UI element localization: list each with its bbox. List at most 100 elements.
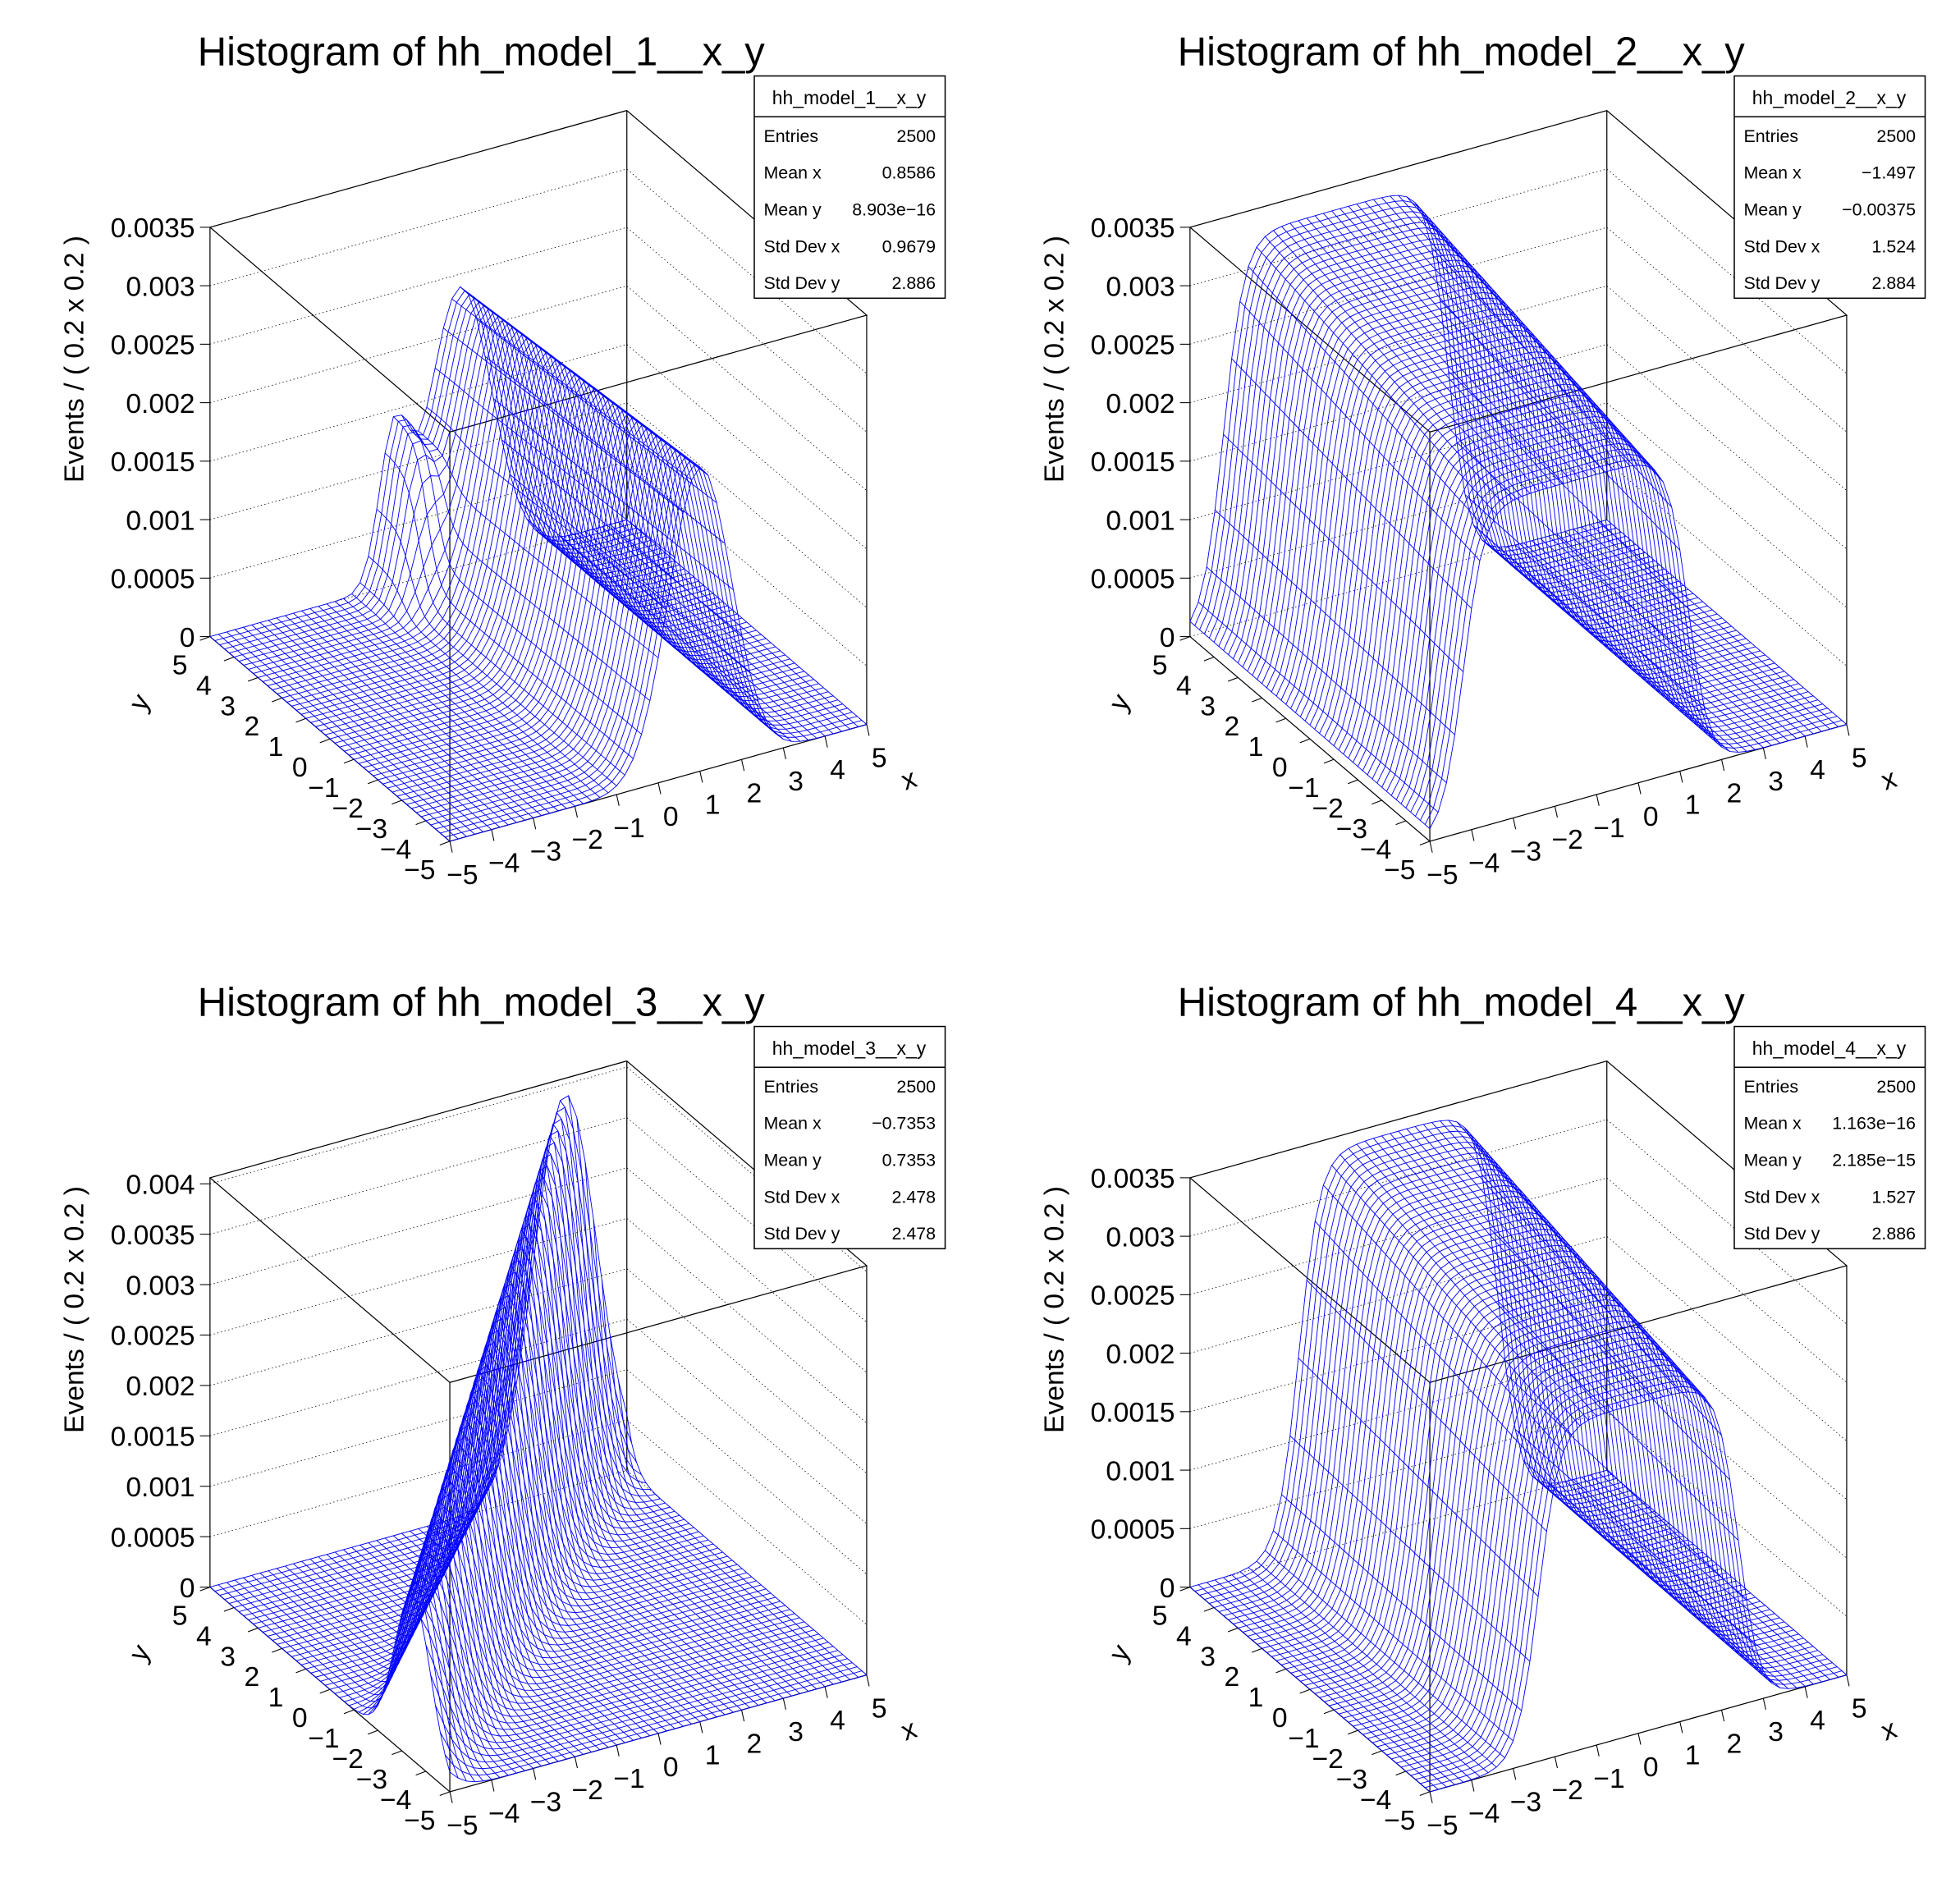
surface-mesh-line-y [285, 615, 525, 821]
surface-mesh-line-y [526, 1147, 767, 1704]
surface-mesh-line-y [1422, 217, 1664, 483]
y-tick [319, 738, 331, 744]
surface-mesh-line-y [226, 1569, 467, 1782]
surface-mesh-line-y [451, 1253, 692, 1725]
surface-mesh-line-x [325, 373, 743, 735]
surface-mesh-line-y [526, 519, 767, 722]
surface-mesh-line-y [1598, 1472, 1839, 1678]
stats-value: 0.7353 [882, 1151, 936, 1170]
y-tick-label: 0 [1272, 1703, 1288, 1734]
stats-value: −0.7353 [872, 1114, 936, 1134]
y-tick [343, 758, 355, 764]
x-tick-label: 5 [872, 1694, 887, 1725]
stats-label: Std Dev y [1743, 273, 1820, 293]
y-axis-title: y [123, 689, 157, 716]
z-tick-label: 0.0005 [111, 1523, 195, 1553]
surface-mesh-line-y [1398, 1130, 1639, 1404]
surface-mesh-line-y [510, 474, 750, 673]
surface-mesh-line-y [235, 629, 475, 835]
y-tick-label: −3 [356, 1765, 387, 1795]
y-tick [295, 717, 306, 723]
y-tick-label: −2 [332, 1744, 364, 1775]
surface-mesh-line-y [326, 1428, 567, 1760]
y-tick-label: 1 [268, 1683, 284, 1713]
stats-label: Mean x [1743, 1114, 1801, 1134]
surface-mesh-line-y [1506, 1374, 1747, 1601]
y-tick [272, 1647, 282, 1653]
x-tick-label: 4 [830, 1706, 845, 1736]
surface-mesh-line-y [401, 415, 642, 735]
surface-mesh-line-y [1314, 1221, 1555, 1482]
chart-title: Histogram of hh_model_3__x_y [198, 981, 765, 1025]
surface-mesh-line-y [510, 1170, 750, 1708]
surface-mesh-line-y [593, 1219, 834, 1685]
surface-mesh-line-y [1431, 1122, 1673, 1395]
surface-mesh-line-y [576, 1117, 817, 1690]
surface-mesh-line-y [1556, 534, 1797, 740]
surface-mesh-line-y [1273, 1530, 1514, 1742]
surface-mesh-line-y [1606, 519, 1848, 725]
chart-title: Histogram of hh_model_1__x_y [198, 30, 765, 75]
surface-mesh-line-y [1381, 1135, 1622, 1409]
x-tick-label: 3 [788, 767, 804, 797]
surface-mesh-line-y [1256, 246, 1497, 515]
histogram-panel-2: Histogram of hh_model_2__x_y 0 0.0005 0.001… [980, 0, 1960, 950]
y-tick [1395, 820, 1407, 826]
x-tick-label: 2 [1726, 778, 1742, 808]
surface-mesh-line-y [434, 368, 675, 558]
surface-mesh-line-y [618, 1381, 859, 1678]
y-tick [247, 1627, 259, 1633]
stats-value: 0.9679 [882, 236, 936, 256]
x-tick [533, 818, 537, 830]
z-tick-label: 0.0015 [1091, 1398, 1175, 1428]
x-tick-label: −3 [1510, 1787, 1541, 1817]
grid-line [209, 227, 868, 433]
surface-mesh-line-x [411, 1588, 829, 1730]
surface-mesh-line-y [318, 1441, 559, 1762]
surface-mesh-line-y [318, 606, 559, 812]
surface-mesh-line-y [1481, 1174, 1722, 1436]
y-tick-label: −1 [1288, 773, 1319, 804]
surface-mesh-line-y [1540, 1482, 1780, 1688]
y-tick-label: −4 [380, 1785, 411, 1816]
surface-mesh-line-y [1472, 1143, 1714, 1410]
surface-mesh-line-y [1231, 1574, 1472, 1780]
z-tick-label: 0.002 [126, 389, 195, 419]
x-tick-label: 0 [1643, 1752, 1659, 1783]
z-tick-label: 0.002 [1106, 389, 1175, 419]
surface-mesh-line-y [551, 536, 792, 742]
x-axis-title: x [1877, 763, 1901, 797]
y-tick-label: −5 [1384, 855, 1415, 886]
grid-line [1189, 285, 1848, 491]
x-tick-label: −4 [1468, 849, 1500, 879]
surface-mesh-line-x [258, 322, 675, 678]
stats-value: 8.903e−16 [852, 200, 936, 220]
surface-mesh-line-x [295, 350, 714, 711]
surface-mesh-line-y [492, 398, 734, 590]
surface-mesh-line-y [268, 620, 509, 826]
surface-mesh-line-y [1548, 535, 1789, 741]
surface-mesh-line-y [1390, 195, 1631, 467]
surface-mesh-line-y [601, 1280, 842, 1683]
surface-mesh-line-y [1564, 531, 1806, 737]
y-tick-label: 1 [268, 732, 284, 763]
y-tick-label: 5 [172, 650, 188, 680]
y-tick [199, 1587, 211, 1592]
stats-box-title: hh_model_2__x_y [1752, 87, 1907, 108]
z-axis-title: Events / ( 0.2 x 0.2 ) [59, 1186, 89, 1433]
surface-mesh-line-y [1273, 230, 1514, 501]
grid-line [209, 1318, 868, 1524]
surface-mesh-line-y [401, 1322, 642, 1738]
surface-mesh-line-y [1564, 1481, 1806, 1687]
surface-mesh-line-y [259, 1523, 501, 1778]
z-tick-label: 0.003 [126, 1271, 195, 1301]
surface-mesh-line-y [1540, 538, 1780, 744]
x-tick [1846, 724, 1850, 736]
z-tick-label: 0.003 [1106, 1222, 1175, 1253]
surface-mesh-line-y [393, 1335, 634, 1741]
x-tick [1804, 1686, 1808, 1698]
x-tick-label: −5 [1426, 1811, 1458, 1841]
y-tick [439, 1791, 451, 1797]
x-tick [699, 1721, 703, 1734]
x-tick-label: −4 [1468, 1799, 1500, 1830]
